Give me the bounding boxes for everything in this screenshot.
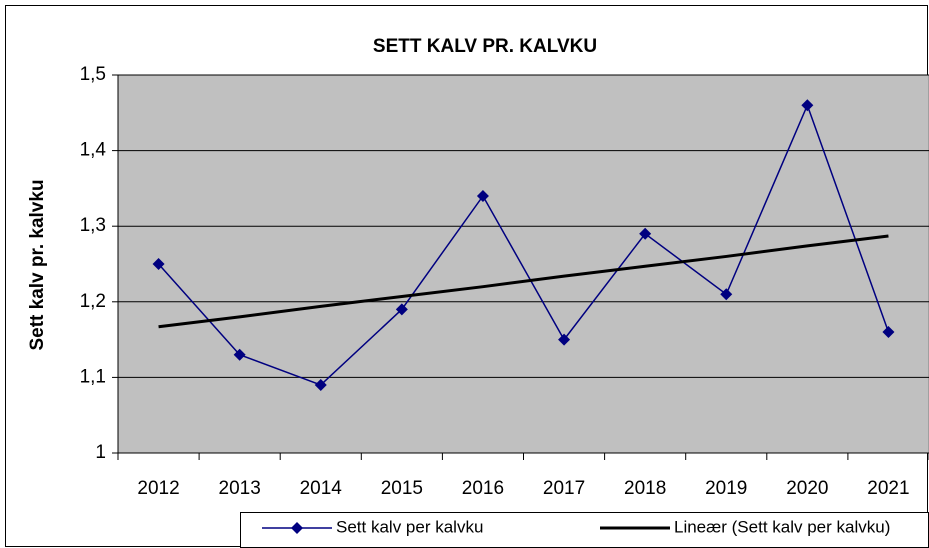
y-tick-label: 1,1: [80, 366, 106, 387]
trend-line: [158, 234, 889, 329]
point-marker: [152, 258, 165, 270]
legend-label: Sett kalv per kalvku: [336, 517, 483, 536]
x-tick-label: 2012: [137, 478, 179, 499]
y-tick-label: 1: [95, 442, 106, 463]
x-tick-label: 2021: [867, 478, 909, 499]
x-tick-label: 2013: [219, 478, 261, 499]
chart-title: SETT KALV PR. KALVKU: [373, 36, 597, 57]
x-tick-label: 2016: [462, 478, 504, 499]
point-marker: [720, 288, 733, 301]
x-tick-label: 2017: [543, 478, 585, 499]
y-tick-label: 1,3: [80, 215, 106, 236]
point-marker: [314, 378, 327, 391]
x-tick-label: 2019: [705, 478, 747, 499]
y-tick-label: 1,5: [80, 64, 106, 85]
plot-area: [117, 74, 929, 454]
x-tick-label: 2015: [381, 478, 423, 499]
x-tick-label: 2020: [786, 478, 828, 499]
y-tick-label: 1,4: [80, 140, 107, 161]
point-marker: [233, 348, 246, 361]
point-marker: [558, 333, 571, 346]
point-marker: [476, 189, 489, 202]
point-marker: [639, 227, 652, 240]
y-tick-label: 1,2: [80, 291, 106, 312]
point-marker: [801, 99, 814, 112]
x-tick-label: 2018: [624, 478, 666, 499]
y-axis-label: Sett kalv pr. kalvku: [27, 179, 48, 350]
point-marker: [395, 303, 408, 316]
point-marker: [882, 326, 895, 339]
legend-label: Lineær (Sett kalv per kalvku): [674, 517, 890, 536]
legend-marker: [291, 522, 303, 534]
series-line: [157, 103, 890, 386]
x-tick-label: 2014: [300, 478, 343, 499]
